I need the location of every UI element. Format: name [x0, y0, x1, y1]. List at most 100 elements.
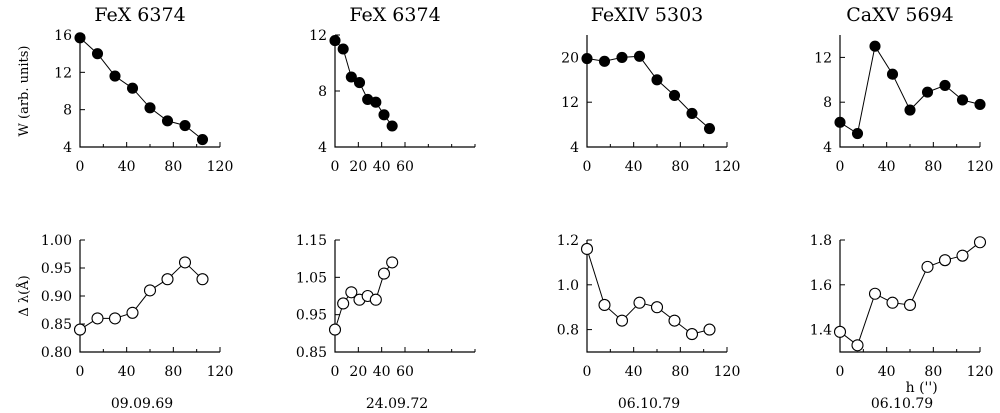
- x-tick-label: 0: [331, 159, 340, 175]
- data-point: [337, 297, 350, 310]
- data-point: [956, 94, 969, 106]
- x-tick-label: 120: [967, 159, 994, 175]
- y-tick-label: 20: [561, 50, 579, 66]
- y-tick-label: 1.15: [296, 233, 327, 249]
- data-point: [938, 254, 952, 267]
- x-tick-label: 40: [373, 364, 391, 380]
- chart-title: FeXIV 5303: [591, 4, 704, 26]
- data-point: [904, 104, 916, 116]
- data-point: [903, 298, 917, 312]
- panel-date: 24.09.72: [366, 396, 428, 412]
- y-tick-label: 8: [823, 95, 832, 111]
- y-tick-label: 0.80: [41, 345, 72, 361]
- data-point: [668, 314, 681, 327]
- axes: [586, 240, 727, 353]
- data-point: [178, 256, 192, 269]
- data-point: [386, 120, 398, 132]
- y-tick-label: 1.2: [557, 233, 579, 249]
- panel-date: 06.10.79: [871, 396, 933, 412]
- data-point: [598, 298, 611, 312]
- x-tick-label: 80: [671, 159, 689, 175]
- x-tick-label: 40: [878, 364, 896, 380]
- y-tick-label: 4: [823, 140, 832, 156]
- data-point: [108, 312, 122, 325]
- x-tick-label: 0: [583, 159, 592, 175]
- data-point: [345, 286, 358, 299]
- data-point: [921, 86, 934, 98]
- data-point: [161, 115, 174, 127]
- x-tick-label: 80: [924, 364, 942, 380]
- x-tick-label: 0: [583, 364, 592, 380]
- data-point: [851, 128, 864, 140]
- chart-panel-1: 0 40 80 120 4 8 12 16 FeX 6374 W (arb. units): [17, 4, 233, 175]
- y-tick-label: 12: [561, 95, 579, 111]
- y-tick-label: 4: [63, 140, 72, 156]
- y-tick-label: 12: [814, 50, 832, 66]
- data-point: [378, 109, 390, 121]
- data-point: [328, 323, 342, 336]
- y-tick-label: 12: [54, 65, 72, 81]
- x-tick-label: 120: [714, 159, 741, 175]
- data-point: [633, 50, 646, 62]
- chart-panel-6: 0 20 40 60 0.85 0.95 1.05 1.15 24.09.72: [296, 233, 476, 412]
- x-tick-label: 80: [671, 364, 689, 380]
- data-point: [196, 133, 209, 146]
- y-tick-label: 1.0: [557, 278, 579, 294]
- data-point: [91, 48, 104, 60]
- x-tick-label: 20: [349, 159, 367, 175]
- chart-panel-7: 0 40 80 120 0.8 1.0 1.2 06.10.79: [557, 233, 741, 412]
- data-point: [377, 267, 391, 280]
- x-tick-label: 120: [967, 364, 994, 380]
- data-point: [703, 122, 716, 135]
- x-tick-label: 40: [373, 159, 391, 175]
- x-tick-label: 80: [924, 159, 942, 175]
- data-point: [886, 68, 899, 80]
- data-point: [581, 52, 593, 65]
- y-tick-label: 0.85: [41, 317, 72, 333]
- data-point: [74, 32, 86, 44]
- data-point: [833, 325, 847, 338]
- data-point: [386, 256, 399, 269]
- chart-panel-4: 0 40 80 120 4 8 12 CaXV 5694: [814, 4, 993, 175]
- data-point: [369, 293, 382, 306]
- data-point: [109, 70, 121, 82]
- x-tick-label: 20: [349, 364, 367, 380]
- series-line: [839, 44, 981, 135]
- y-tick-label: 16: [54, 28, 72, 44]
- data-point: [834, 116, 846, 128]
- y-tick-label: 1.8: [810, 233, 832, 249]
- y-tick-label: 0.90: [41, 289, 72, 305]
- chart-title: FeX 6374: [349, 4, 440, 26]
- x-tick-label: 120: [207, 364, 234, 380]
- data-point: [616, 51, 628, 63]
- data-point: [598, 55, 611, 67]
- x-tick-label: 120: [207, 159, 234, 175]
- x-tick-label: 80: [164, 159, 182, 175]
- y-axis-label: W (arb. units): [17, 46, 32, 137]
- y-axis-label: Δ λ(Å): [16, 275, 32, 316]
- y-tick-label: 1.6: [810, 278, 832, 294]
- data-point: [126, 82, 139, 94]
- y-tick-label: 0.95: [296, 308, 327, 324]
- data-point: [851, 339, 864, 352]
- data-point: [703, 323, 716, 336]
- y-tick-label: 12: [309, 28, 327, 44]
- y-tick-label: 0.8: [557, 323, 579, 339]
- data-point: [144, 102, 156, 114]
- x-tick-label: 40: [625, 364, 643, 380]
- chart-panel-3: 0 40 80 120 4 12 20 FeXIV 5303: [561, 4, 740, 175]
- data-point: [73, 323, 87, 336]
- data-point: [370, 96, 382, 108]
- x-tick-label: 0: [76, 159, 85, 175]
- data-point: [921, 260, 934, 273]
- data-point: [179, 119, 191, 132]
- data-point: [686, 107, 698, 119]
- y-tick-label: 4: [318, 140, 327, 156]
- data-point: [143, 284, 157, 297]
- data-point: [161, 273, 174, 286]
- data-point: [615, 314, 629, 327]
- data-point: [650, 301, 664, 314]
- data-point: [580, 242, 594, 256]
- y-tick-label: 4: [570, 140, 579, 156]
